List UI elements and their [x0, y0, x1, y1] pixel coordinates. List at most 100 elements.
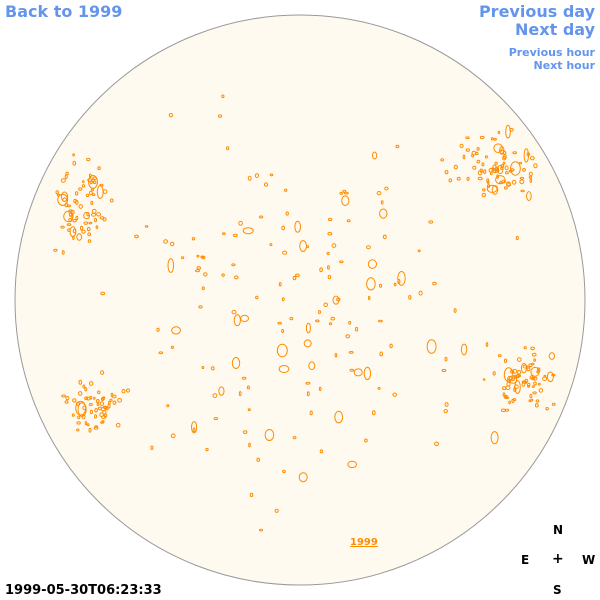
contour-mark — [456, 176, 461, 181]
year-link[interactable]: 1999 — [350, 537, 378, 548]
contour-mark — [537, 382, 541, 386]
contour-mark — [318, 310, 321, 314]
contour-mark — [503, 358, 508, 364]
contour-mark — [534, 403, 539, 408]
contour-mark — [441, 368, 447, 373]
contour-mark — [377, 319, 383, 323]
contour-mark — [241, 376, 247, 380]
back-to-year-link[interactable]: Back to 1999 — [5, 2, 123, 21]
contour-mark — [531, 385, 535, 388]
contour-mark — [112, 394, 117, 399]
contour-mark — [232, 233, 238, 238]
contour-mark — [395, 144, 400, 149]
contour-mark — [86, 423, 90, 427]
contour-mark — [529, 156, 535, 161]
contour-mark — [477, 176, 483, 181]
contour-mark — [510, 369, 515, 374]
contour-mark — [505, 171, 509, 175]
contour-mark — [515, 235, 519, 241]
contour-mark — [501, 179, 507, 184]
contour-mark — [426, 339, 437, 354]
contour-mark — [523, 148, 529, 163]
contour-mark — [94, 408, 98, 413]
contour-mark — [476, 159, 481, 164]
contour-mark — [298, 472, 308, 483]
contour-mark — [295, 273, 300, 278]
contour-mark — [327, 232, 333, 236]
contour-mark — [326, 251, 330, 256]
contour-mark — [453, 308, 457, 313]
contour-mark — [459, 143, 464, 149]
contour-mark — [523, 346, 527, 350]
next-hour-link[interactable]: Next hour — [533, 59, 596, 72]
contour-mark — [479, 135, 485, 140]
contour-mark — [500, 408, 506, 413]
contour-mark — [134, 234, 139, 239]
contour-mark — [73, 198, 77, 204]
contour-mark — [112, 400, 117, 405]
contour-mark — [418, 290, 423, 296]
contour-mark — [366, 245, 371, 250]
contour-mark — [305, 322, 311, 334]
contour-mark — [496, 174, 500, 179]
previous-hour-link[interactable]: Previous hour — [508, 46, 595, 59]
contour-mark — [484, 155, 488, 159]
contour-mark — [285, 211, 289, 216]
contour-mark — [508, 400, 511, 405]
contour-mark — [462, 154, 466, 160]
contour-mark — [234, 275, 239, 280]
contour-mark — [538, 388, 544, 393]
contour-mark — [345, 334, 351, 339]
contour-mark — [528, 175, 533, 179]
contour-mark — [305, 381, 311, 385]
contour-mark — [486, 184, 498, 193]
contour-mark — [79, 225, 84, 231]
contour-mark — [481, 162, 485, 167]
contour-mark — [543, 374, 547, 378]
contour-mark — [99, 401, 105, 407]
contour-mark — [546, 371, 554, 383]
contour-mark — [306, 391, 310, 397]
contour-mark — [76, 428, 80, 432]
contour-mark — [444, 402, 449, 407]
contour-mark — [508, 169, 513, 173]
compass-east-label: E — [521, 553, 530, 567]
contour-mark — [269, 173, 274, 177]
contour-mark — [512, 151, 518, 155]
contour-mark — [493, 137, 497, 141]
contour-mark — [528, 171, 533, 177]
contour-mark — [379, 351, 384, 357]
contour-mark — [530, 366, 540, 377]
contour-mark — [278, 282, 282, 287]
contour-mark — [491, 167, 495, 172]
contour-mark — [347, 460, 358, 469]
contour-mark — [60, 191, 69, 202]
contour-mark — [56, 193, 61, 197]
contour-mark — [72, 398, 77, 403]
contour-mark — [242, 227, 254, 235]
previous-day-link[interactable]: Previous day — [478, 2, 595, 21]
contour-mark — [292, 275, 297, 281]
contour-mark — [263, 182, 269, 187]
contour-mark — [444, 170, 449, 175]
contour-mark — [78, 379, 83, 385]
contour-mark — [77, 415, 81, 420]
contour-mark — [482, 188, 486, 192]
contour-mark — [527, 382, 531, 387]
contour-mark — [281, 297, 285, 302]
contour-mark — [196, 266, 202, 270]
contour-mark — [222, 232, 226, 236]
contour-mark — [269, 243, 273, 247]
contour-mark — [258, 215, 264, 219]
next-day-link[interactable]: Next day — [515, 20, 595, 39]
contour-mark — [289, 316, 294, 321]
contour-mark — [551, 402, 556, 406]
contour-mark — [57, 193, 69, 206]
contour-mark — [171, 326, 182, 335]
contour-mark — [486, 180, 490, 185]
contour-mark — [363, 366, 372, 381]
contour-mark — [53, 248, 58, 252]
contour-mark — [84, 396, 89, 401]
contour-mark — [341, 195, 350, 206]
contour-mark — [246, 385, 250, 390]
